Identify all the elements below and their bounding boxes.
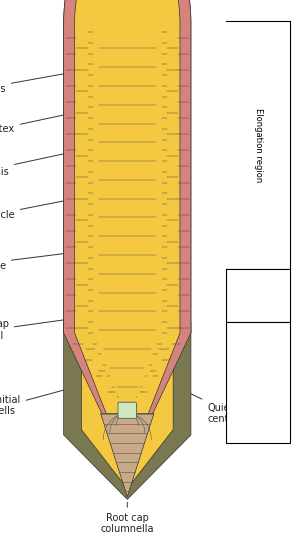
- Polygon shape: [86, 0, 168, 430]
- FancyBboxPatch shape: [118, 402, 136, 418]
- Polygon shape: [92, 0, 163, 430]
- Polygon shape: [64, 0, 191, 467]
- Text: Pericycle: Pericycle: [0, 197, 86, 220]
- Text: Epidermis: Epidermis: [0, 73, 68, 93]
- Text: Apical
meristem: Apical meristem: [249, 277, 268, 314]
- Polygon shape: [98, 0, 157, 430]
- Polygon shape: [92, 0, 163, 467]
- Polygon shape: [75, 0, 180, 467]
- Polygon shape: [64, 0, 191, 467]
- Text: Roo cap
central: Roo cap central: [0, 317, 83, 341]
- Text: Cortex: Cortex: [0, 113, 71, 134]
- Polygon shape: [101, 413, 154, 497]
- Bar: [226, 322, 290, 443]
- Text: Vascular bundle: Vascular bundle: [0, 250, 92, 271]
- Polygon shape: [98, 0, 157, 467]
- Text: Root cap
columnella: Root cap columnella: [101, 502, 154, 534]
- Bar: [226, 268, 290, 322]
- Text: Endodermis: Endodermis: [0, 151, 77, 177]
- Polygon shape: [75, 0, 180, 467]
- Text: Elongation region: Elongation region: [254, 108, 263, 182]
- Polygon shape: [86, 0, 168, 467]
- Polygon shape: [64, 322, 191, 499]
- Text: Quiescent
center: Quiescent center: [150, 374, 256, 424]
- Text: Basal meristem: Basal meristem: [254, 353, 263, 412]
- Polygon shape: [81, 317, 173, 489]
- Text: Initial
cells: Initial cells: [0, 382, 94, 416]
